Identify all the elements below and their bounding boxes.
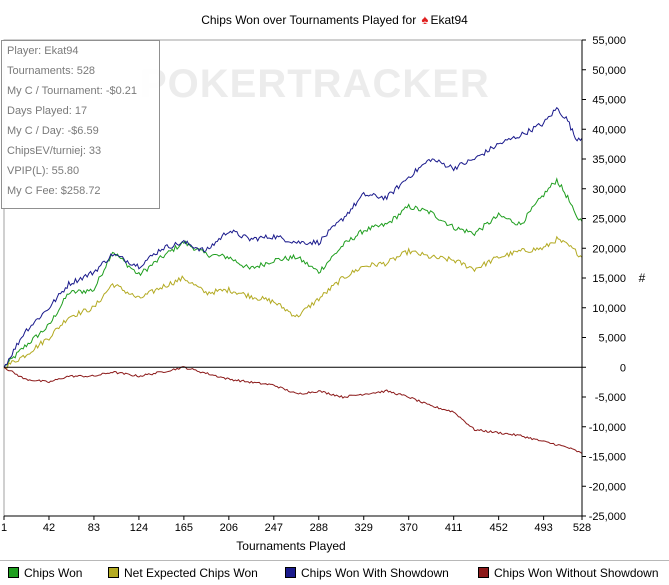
series-group <box>3 106 583 454</box>
legend-swatch-chips-won <box>8 567 19 578</box>
legend-label-without-showdown: Chips Won Without Showdown <box>494 566 659 580</box>
x-tick-label: 493 <box>534 522 552 534</box>
stat-chipsev: ChipsEV/turniej: 33 <box>7 145 102 157</box>
legend-label-with-showdown: Chips Won With Showdown <box>301 566 449 580</box>
series-line-chips-won-with-showdown <box>3 106 583 368</box>
legend: Chips Won Net Expected Chips Won Chips W… <box>0 560 669 585</box>
legend-item-chips-won[interactable]: Chips Won <box>8 566 82 580</box>
y-tick-label: -20,000 <box>589 481 626 493</box>
stat-my-c-fee: My C Fee: $258.72 <box>7 185 101 197</box>
spade-icon: ♠ <box>421 12 429 27</box>
player-name: Ekat94 <box>430 13 468 27</box>
y-tick-label: 45,000 <box>592 95 626 107</box>
legend-item-net-expected[interactable]: Net Expected Chips Won <box>108 566 258 580</box>
x-tick-label: 329 <box>355 522 373 534</box>
x-tick-label: 124 <box>130 522 148 534</box>
axes-group: 55,000 50,000 45,000 40,000 35,000 30,000 25,0… <box>1 35 646 553</box>
legend-label-net-expected: Net Expected Chips Won <box>124 566 258 580</box>
legend-swatch-net-expected <box>108 567 119 578</box>
y-tick-label: 55,000 <box>592 35 626 47</box>
stat-player: Player: Ekat94 <box>7 45 79 57</box>
stat-tournaments: Tournaments: 528 <box>7 65 96 77</box>
x-tick-label: 206 <box>220 522 238 534</box>
stat-my-c-per-day: My C / Day: -$6.59 <box>7 125 99 137</box>
y-tick-label: 25,000 <box>592 214 626 226</box>
y-tick-label: -5,000 <box>595 392 626 404</box>
stat-days-played: Days Played: 17 <box>7 105 88 117</box>
y-tick-label: 40,000 <box>592 124 626 136</box>
y-tick-label: 50,000 <box>592 65 626 77</box>
x-tick-label: 528 <box>573 522 591 534</box>
legend-swatch-with-showdown <box>285 567 296 578</box>
x-tick-label: 83 <box>88 522 100 534</box>
y-tick-label: 35,000 <box>592 154 626 166</box>
y-tick-label: -10,000 <box>589 422 626 434</box>
y-tick-label: 5,000 <box>598 333 626 345</box>
series-line-net-expected-chips-won <box>3 235 583 370</box>
y-axis-title: # <box>639 271 646 285</box>
x-tick-label: 247 <box>265 522 283 534</box>
x-axis-title: Tournaments Played <box>236 539 345 553</box>
x-tick-label: 370 <box>400 522 418 534</box>
stat-vpip: VPIP(L): 55.80 <box>7 165 80 177</box>
legend-swatch-without-showdown <box>478 567 489 578</box>
x-tick-label: 452 <box>489 522 507 534</box>
x-tick-label: 42 <box>43 522 55 534</box>
legend-label-chips-won: Chips Won <box>24 566 83 580</box>
stats-panel: Player: Ekat94 Tournaments: 528 My C / T… <box>1 40 160 209</box>
y-tick-label: 0 <box>620 362 626 374</box>
chart-title: Chips Won over Tournaments Played for ♠ E… <box>0 12 669 27</box>
legend-item-with-showdown[interactable]: Chips Won With Showdown <box>285 566 449 580</box>
series-line-chips-won-without-showdown <box>3 366 583 454</box>
x-tick-label: 1 <box>1 522 7 534</box>
y-tick-label: 30,000 <box>592 184 626 196</box>
stat-my-c-per-tournament: My C / Tournament: -$0.21 <box>7 85 138 97</box>
legend-item-without-showdown[interactable]: Chips Won Without Showdown <box>478 566 659 580</box>
chart-title-text: Chips Won over Tournaments Played for <box>201 13 417 27</box>
y-tick-label: 10,000 <box>592 303 626 315</box>
y-tick-label: -25,000 <box>589 511 626 523</box>
x-tick-label: 411 <box>445 522 463 534</box>
x-tick-label: 165 <box>175 522 193 534</box>
y-tick-label: -15,000 <box>589 452 626 464</box>
y-tick-label: 20,000 <box>592 243 626 255</box>
series-line-chips-won <box>3 177 583 368</box>
pokertracker-watermark: POKERTRACKER <box>140 62 490 106</box>
x-tick-label: 288 <box>310 522 328 534</box>
y-tick-label: 15,000 <box>592 273 626 285</box>
